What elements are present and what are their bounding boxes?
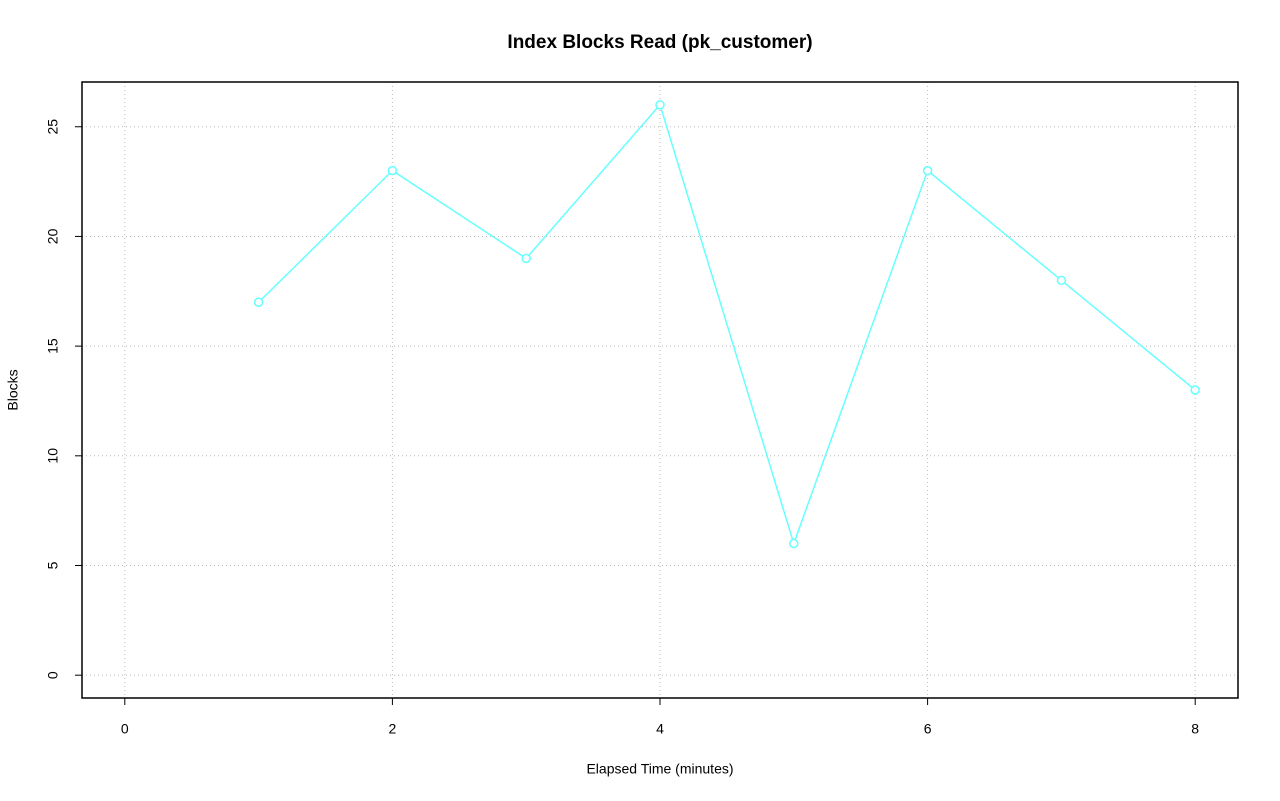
marker bbox=[1056, 275, 1067, 286]
y-tick-label: 15 bbox=[45, 338, 61, 354]
y-tick-label: 5 bbox=[45, 561, 61, 569]
chart-title: Index Blocks Read (pk_customer) bbox=[507, 32, 812, 53]
x-tick-label: 6 bbox=[924, 721, 932, 737]
line bbox=[258, 103, 1196, 546]
marker bbox=[1190, 385, 1200, 395]
y-tick-label: 10 bbox=[45, 448, 61, 464]
x-tick-label: 0 bbox=[121, 721, 129, 737]
y-tick-label: 20 bbox=[45, 228, 61, 244]
x-tick-label: 2 bbox=[389, 721, 397, 737]
y-tick-label: 25 bbox=[45, 119, 61, 135]
marker bbox=[789, 538, 799, 549]
marker bbox=[922, 165, 933, 176]
y-axis-label: Blocks bbox=[5, 369, 21, 410]
marker bbox=[521, 253, 531, 264]
x-tick-label: 8 bbox=[1191, 721, 1199, 737]
y-tick-label: 0 bbox=[45, 671, 61, 679]
plot-frame bbox=[81, 81, 1239, 699]
marker bbox=[253, 297, 264, 308]
marker bbox=[387, 165, 398, 176]
marker bbox=[655, 100, 665, 110]
x-axis-label: Elapsed Time (minutes) bbox=[586, 761, 733, 777]
x-tick-label: 4 bbox=[656, 721, 664, 737]
